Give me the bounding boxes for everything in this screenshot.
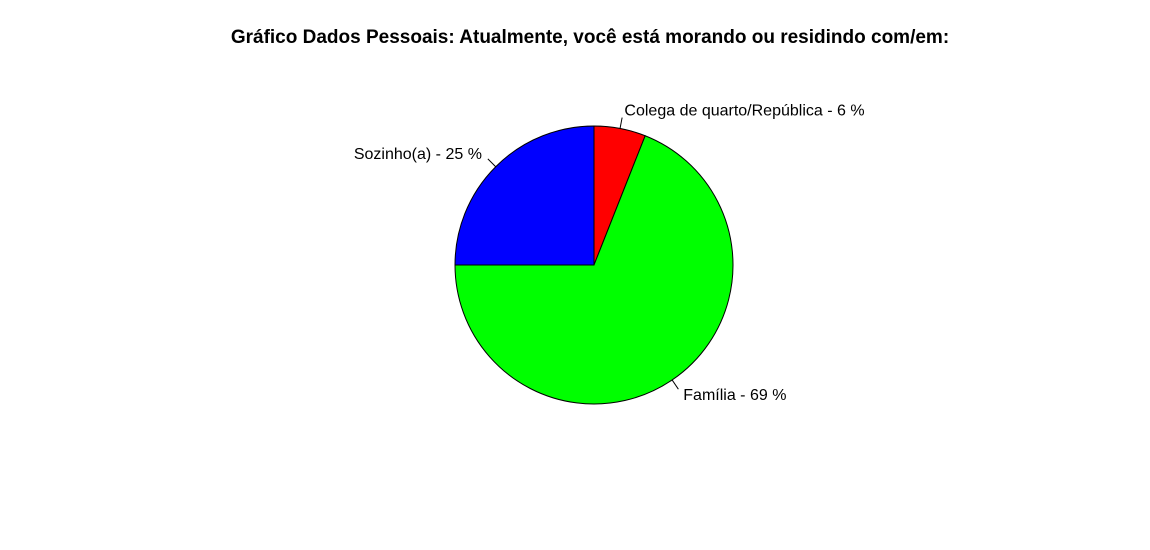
pie-slice-2 — [454, 125, 595, 266]
slice-label-0: Colega de quarto/República - 6 % — [624, 103, 864, 120]
label-tick-1 — [671, 379, 679, 390]
slice-label-2: Sozinho(a) - 25 % — [354, 146, 482, 163]
slice-labels: Colega de quarto/República - 6 % Família … — [354, 103, 865, 404]
label-ticks — [487, 117, 679, 390]
slice-label-1: Família - 69 % — [683, 387, 786, 404]
chart-title: Gráfico Dados Pessoais: Atualmente, você… — [230, 27, 950, 48]
label-tick-0 — [619, 117, 623, 129]
pie-slices — [454, 125, 734, 405]
label-tick-2 — [487, 158, 497, 168]
